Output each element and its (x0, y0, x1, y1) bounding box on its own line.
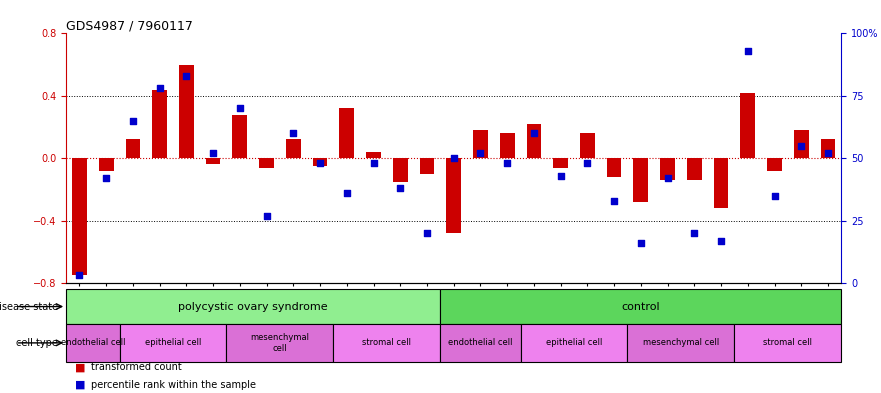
Text: ■: ■ (75, 380, 85, 390)
Bar (767, 158, 781, 171)
Text: endothelial cell: endothelial cell (448, 338, 513, 347)
Point (633, 240, 648, 246)
Text: endothelial cell: endothelial cell (61, 338, 125, 347)
Text: polycystic ovary syndrome: polycystic ovary syndrome (178, 301, 328, 312)
Point (72, 272, 86, 279)
Bar (233, 114, 248, 158)
Text: transformed count: transformed count (91, 362, 181, 373)
Point (527, 130, 541, 136)
Text: stromal cell: stromal cell (764, 338, 812, 347)
Bar (820, 140, 835, 158)
Text: GDS4987 / 7960117: GDS4987 / 7960117 (66, 19, 193, 32)
Point (687, 230, 701, 236)
Point (714, 237, 728, 244)
Bar (553, 158, 568, 167)
Point (180, 73, 194, 79)
Point (581, 160, 595, 166)
Point (447, 155, 461, 161)
Point (741, 48, 755, 54)
Bar (419, 158, 434, 174)
Text: epithelial cell: epithelial cell (546, 338, 603, 347)
Text: cell type: cell type (17, 338, 58, 348)
Point (821, 150, 835, 156)
Point (340, 190, 354, 196)
Bar (473, 130, 488, 158)
Point (260, 213, 274, 219)
Point (233, 105, 247, 111)
Bar (500, 133, 515, 158)
Text: mesenchymal cell: mesenchymal cell (643, 338, 719, 347)
Bar (313, 158, 328, 166)
Point (393, 185, 407, 191)
Bar (72, 158, 87, 275)
Bar (99, 158, 114, 171)
Bar (152, 90, 167, 158)
Text: percentile rank within the sample: percentile rank within the sample (91, 380, 255, 390)
Bar (627, 324, 735, 362)
Point (366, 160, 381, 166)
Bar (740, 93, 755, 158)
Bar (339, 108, 354, 158)
Text: epithelial cell: epithelial cell (144, 338, 201, 347)
Bar (521, 324, 627, 362)
Point (313, 160, 327, 166)
Text: stromal cell: stromal cell (362, 338, 411, 347)
Bar (179, 64, 194, 158)
Point (100, 175, 114, 181)
Bar (794, 130, 809, 158)
Point (553, 173, 567, 179)
Bar (527, 124, 541, 158)
Bar (735, 324, 841, 362)
Point (206, 150, 220, 156)
Text: ■: ■ (75, 362, 85, 373)
Bar (447, 158, 461, 233)
Text: mesenchymal
cell: mesenchymal cell (250, 333, 309, 353)
Point (607, 197, 621, 204)
Point (152, 85, 167, 92)
Point (286, 130, 300, 136)
Bar (286, 140, 300, 158)
Bar (393, 158, 408, 182)
Bar (333, 324, 440, 362)
Bar (440, 324, 521, 362)
Bar (120, 324, 226, 362)
Bar (259, 158, 274, 167)
Bar (607, 158, 621, 177)
Bar (66, 289, 440, 324)
Bar (440, 289, 841, 324)
Bar (66, 324, 120, 362)
Bar (633, 158, 648, 202)
Bar (366, 152, 381, 158)
Point (794, 143, 808, 149)
Bar (126, 140, 140, 158)
Point (767, 193, 781, 199)
Bar (226, 324, 333, 362)
Bar (687, 158, 701, 180)
Text: disease state: disease state (0, 301, 58, 312)
Point (473, 150, 487, 156)
Point (661, 175, 675, 181)
Bar (206, 158, 220, 164)
Bar (580, 133, 595, 158)
Bar (660, 158, 675, 180)
Text: control: control (621, 301, 660, 312)
Bar (714, 158, 729, 208)
Point (126, 118, 140, 124)
Point (420, 230, 434, 236)
Point (500, 160, 515, 166)
